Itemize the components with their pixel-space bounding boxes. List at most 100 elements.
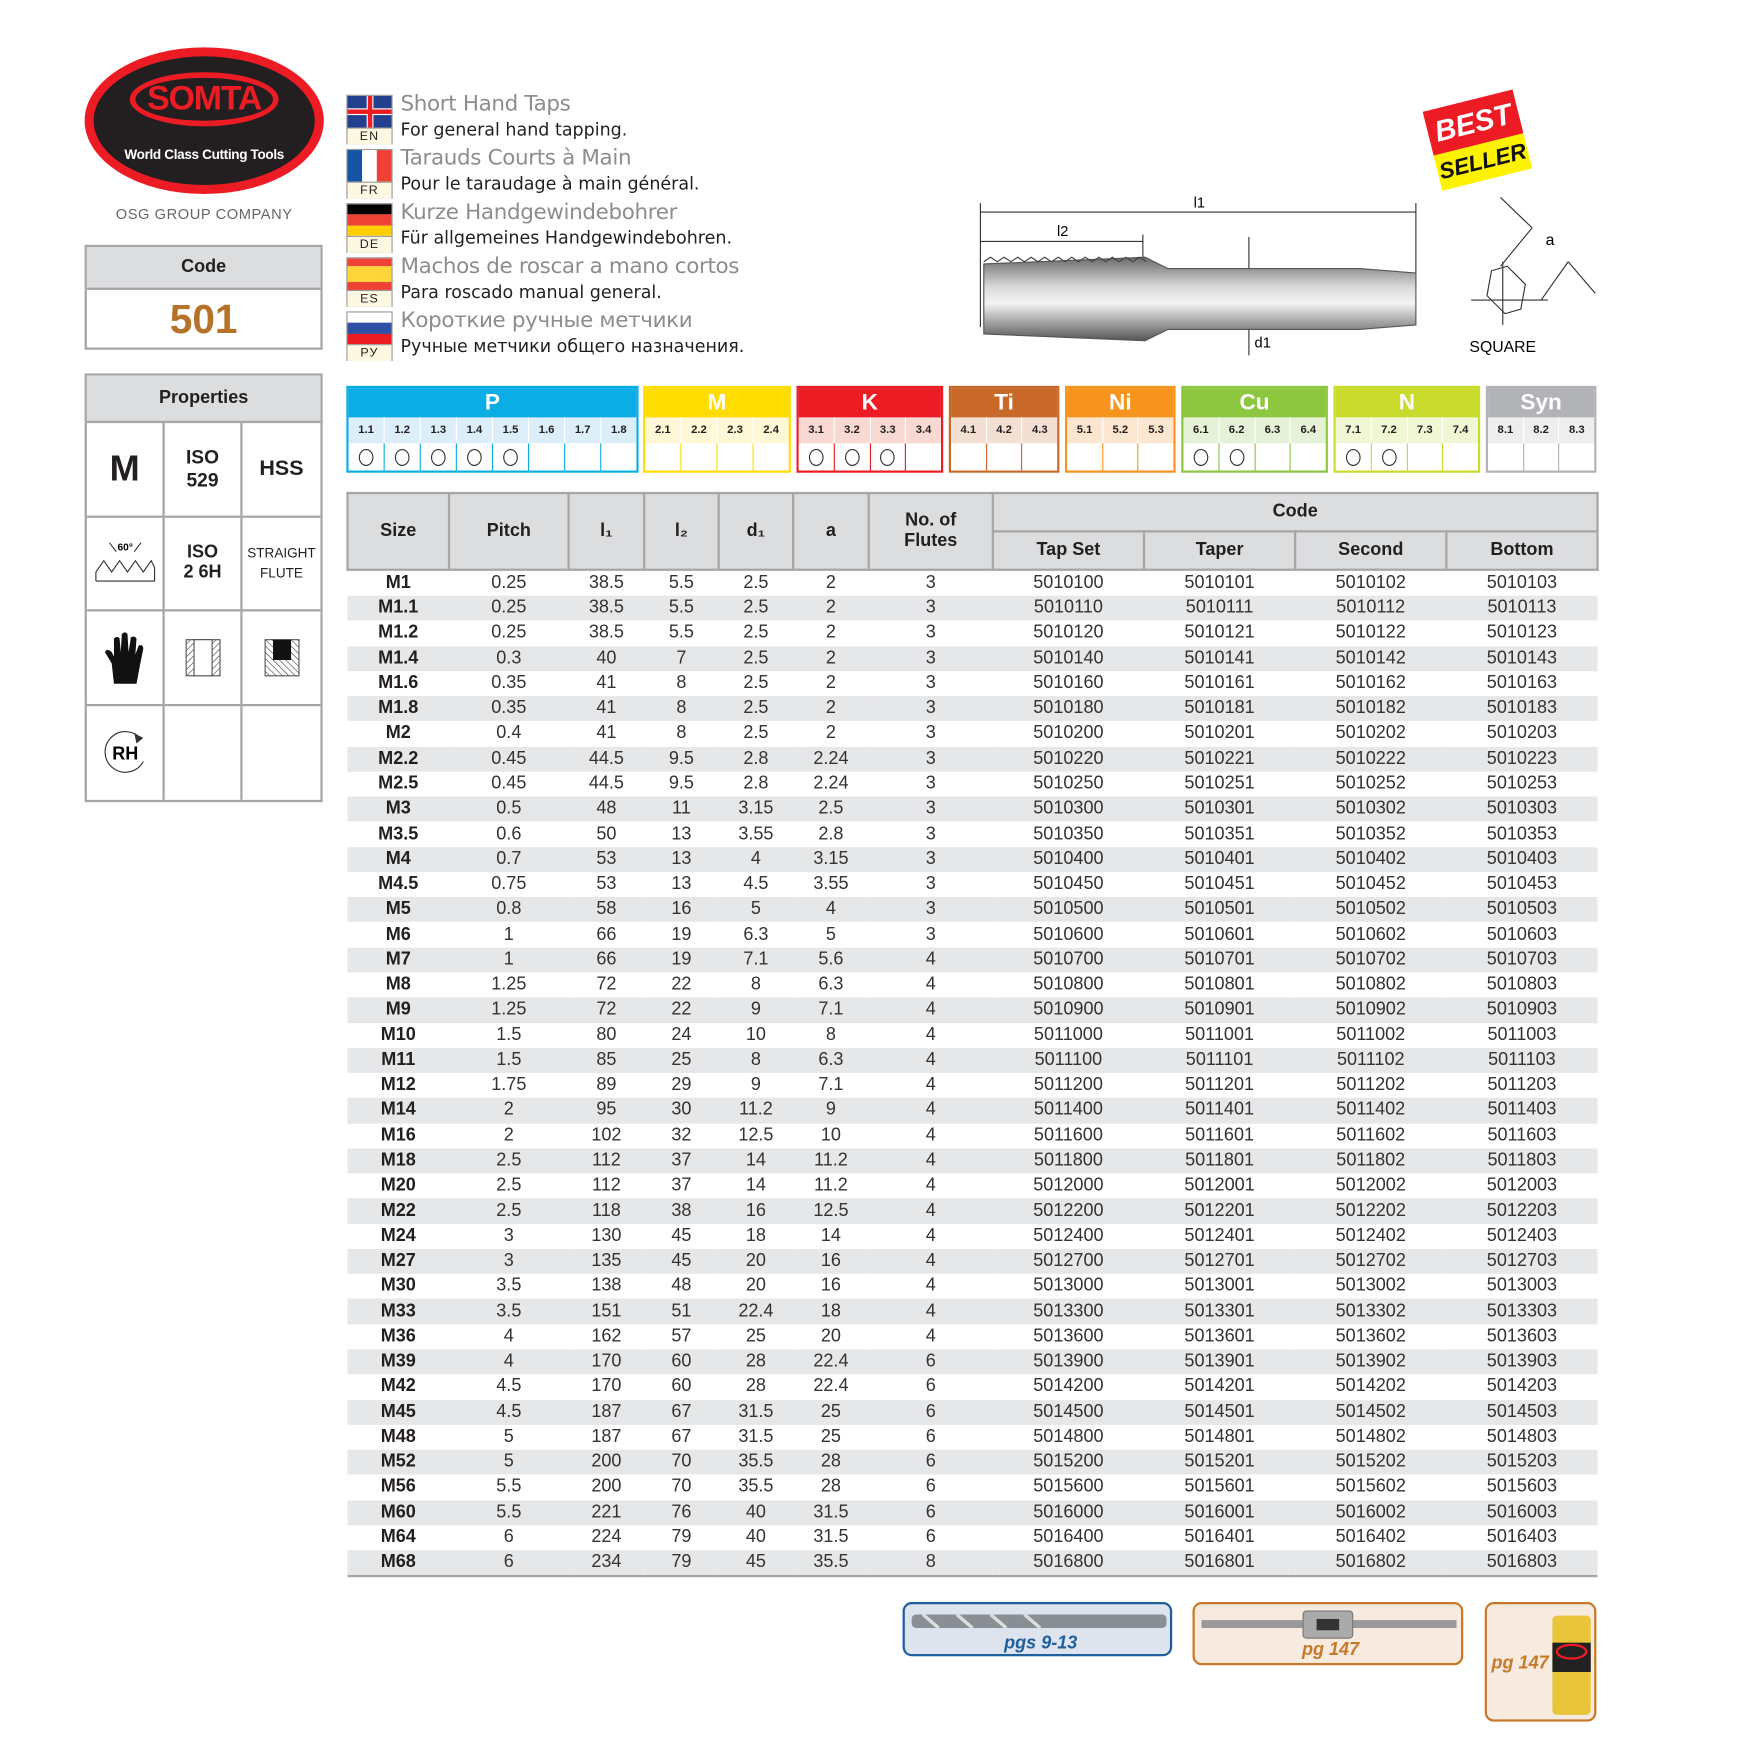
cell-bottom-code: 5011003 xyxy=(1487,1025,1557,1045)
cell-l2: 8 xyxy=(676,723,687,743)
suitability-cell xyxy=(1524,443,1560,471)
cell-l2: 7 xyxy=(644,645,719,672)
cell-bottom-code: 5010253 xyxy=(1486,773,1558,794)
cell-flutes: 4 xyxy=(868,1299,993,1325)
cell-taper-code: 5012201 xyxy=(1143,1198,1296,1224)
cell-flutes: 3 xyxy=(925,573,936,593)
material-subgroup: 2.3 xyxy=(718,417,754,444)
cell-second-code: 5010302 xyxy=(1295,796,1447,822)
ref-cutting-fluid[interactable]: pg 147 xyxy=(1484,1602,1597,1722)
suitability-cell xyxy=(1023,443,1058,470)
cell-tap-set-code: 5010200 xyxy=(1033,723,1104,743)
cell-l2: 67 xyxy=(644,1399,719,1425)
cell-flutes: 8 xyxy=(868,1550,993,1578)
cell-size: M60 xyxy=(347,1500,450,1526)
suitability-cell xyxy=(835,443,871,471)
cell-size: M1.4 xyxy=(347,645,450,672)
header-code: Code xyxy=(991,491,1599,533)
material-group-ni: Ni 5.1 5.2 5.3 xyxy=(1065,385,1176,473)
cell-l1: 234 xyxy=(568,1550,645,1578)
flag-ru-icon: РУ xyxy=(346,311,393,362)
cell-bottom-code: 5013003 xyxy=(1486,1276,1558,1296)
material-group-cu: Cu 6.1 6.2 6.3 6.4 xyxy=(1181,385,1328,473)
table-row: M36 4 162 57 25 20 4 5013600 5013601 5013602 50136… xyxy=(347,1324,1597,1349)
cell-a: 7.1 xyxy=(818,1075,844,1095)
table-row: M39 4 170 60 28 22.4 6 5013900 5013901 5013902 501… xyxy=(347,1349,1598,1375)
cell-taper-code: 5010901 xyxy=(1143,997,1296,1023)
cell-bottom-code: 5010143 xyxy=(1446,645,1598,672)
suitability-cell xyxy=(565,443,602,471)
cell-l1: 112 xyxy=(592,1175,621,1196)
header-a: a xyxy=(791,491,870,571)
suitable-circle-icon xyxy=(503,448,518,466)
ref-tap-wrench[interactable]: pg 147 xyxy=(1192,1602,1464,1666)
cell-l2: 13 xyxy=(644,846,719,873)
cell-tap-set-code: 5010300 xyxy=(992,796,1144,822)
cell-second-code: 5011202 xyxy=(1336,1075,1406,1095)
cell-pitch: 1 xyxy=(503,924,514,944)
table-row: M8 1.25 72 22 8 6.3 4 5010800 5010801 5010802 5010… xyxy=(347,972,1597,997)
material-subgroup: 2.2 xyxy=(681,417,718,444)
cell-second-code: 5010202 xyxy=(1335,723,1406,743)
cell-l1: 80 xyxy=(596,1025,617,1045)
cell-l1: 95 xyxy=(568,1098,645,1124)
cell-size: M39 xyxy=(347,1349,450,1375)
tap-dimension-diagram: l1 l2 d1 xyxy=(979,196,1417,356)
cell-l2: 11 xyxy=(644,796,719,822)
flute-type: STRAIGHT FLUTE xyxy=(242,517,321,612)
cell-l1: 221 xyxy=(568,1500,645,1526)
right-hand-rotation-icon: RH xyxy=(87,705,165,800)
table-row: M22 2.5 118 38 16 12.5 4 5012200 5012201 5012202 5… xyxy=(347,1198,1598,1224)
cell-d1: 2.5 xyxy=(718,696,794,722)
iso-529: ISO 529 xyxy=(164,423,243,518)
cell-d1: 2.8 xyxy=(718,746,794,772)
cell-pitch: 6 xyxy=(449,1550,569,1578)
flag-de-icon: DE xyxy=(346,203,393,253)
material-subgroup: 4.2 xyxy=(987,417,1023,444)
cell-l1: 58 xyxy=(568,897,645,923)
header-size: Size xyxy=(346,491,451,571)
cell-tap-set-code: 5010220 xyxy=(992,746,1144,772)
cell-size: M3 xyxy=(347,796,450,822)
code-label: Code xyxy=(86,247,321,290)
cell-a: 4 xyxy=(793,897,869,923)
cell-tap-set-code: 5013900 xyxy=(992,1349,1144,1375)
cell-l2: 38 xyxy=(644,1198,719,1224)
empty-cell xyxy=(165,705,243,800)
table-row: M12 1.75 89 29 9 7.1 4 5011200 5011201 5011202 501… xyxy=(347,1073,1597,1098)
ref-drills[interactable]: pgs 9-13 xyxy=(902,1602,1173,1657)
cell-pitch: 0.6 xyxy=(496,824,522,844)
cell-d1: 28 xyxy=(745,1376,766,1396)
table-row: M30 3.5 138 48 20 16 4 5013000 5013001 5013002 501… xyxy=(347,1274,1597,1299)
table-row: M2 0.4 41 8 2.5 2 3 5010200 5010201 5010202 501020… xyxy=(347,721,1597,746)
cell-pitch: 3 xyxy=(449,1248,569,1274)
cell-a: 9 xyxy=(793,1098,869,1124)
brand-tagline: World Class Cutting Tools xyxy=(124,146,284,163)
cell-l2: 19 xyxy=(644,947,719,973)
cell-l2: 48 xyxy=(671,1276,692,1296)
cell-pitch: 0.35 xyxy=(491,673,527,693)
cell-pitch: 1.5 xyxy=(496,1025,522,1045)
cell-size: M45 xyxy=(347,1399,450,1425)
table-row: M64 6 224 79 40 31.5 6 5016400 5016401 5016402 501… xyxy=(347,1525,1597,1550)
cell-l2: 8 xyxy=(644,696,719,722)
cell-size: M14 xyxy=(347,1098,450,1124)
cell-l1: 40 xyxy=(568,645,645,672)
cell-size: M27 xyxy=(347,1248,450,1274)
cell-l2: 8 xyxy=(676,673,687,693)
cell-l1: 151 xyxy=(568,1299,645,1325)
material-group-label: P xyxy=(348,388,637,418)
cell-second-code: 5010452 xyxy=(1335,874,1406,894)
cell-size: M1.2 xyxy=(378,623,419,643)
cell-size: M30 xyxy=(380,1276,416,1296)
cell-size: M64 xyxy=(380,1527,416,1547)
material-group-p: P 1.1 1.2 1.3 1.4 1.5 1.6 1.7 1.8 xyxy=(346,385,639,473)
cell-a: 2 xyxy=(793,645,869,672)
cell-l2: 37 xyxy=(671,1175,692,1196)
suitability-cell xyxy=(1372,443,1408,471)
cell-second-code: 5010352 xyxy=(1335,824,1406,844)
thread-angle: 60° xyxy=(117,543,132,554)
brand-name: SOMTA xyxy=(129,72,279,127)
cell-l1: 38.5 xyxy=(588,573,624,593)
table-row: M68 6 234 79 45 35.5 8 5016800 5016801 5016802 501… xyxy=(347,1550,1598,1578)
